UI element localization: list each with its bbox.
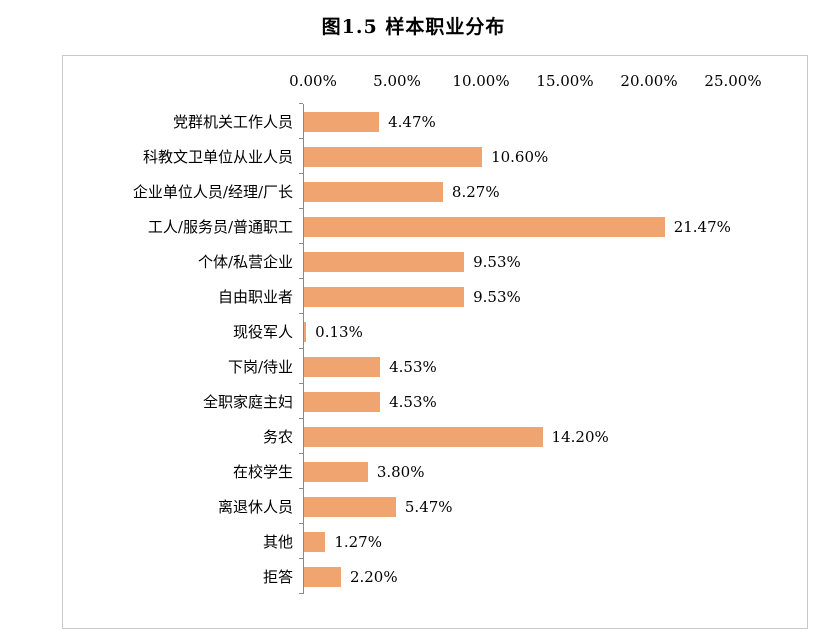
value-label: 4.53%	[389, 392, 437, 411]
bar	[304, 181, 443, 202]
value-label: 3.80%	[376, 462, 425, 481]
chart-container: 0.00% 5.00% 10.00% 15.00% 20.00% 25.00% 党群机关工…	[62, 55, 808, 629]
category-label: 科教文卫单位从业人员	[142, 148, 293, 166]
plot-area: 9.53%	[299, 278, 801, 314]
chart-row: 务农 14.20%	[63, 418, 801, 454]
value-label: 9.53%	[473, 252, 521, 271]
chart-row: 在校学生 3.80%	[63, 453, 801, 489]
chart-row: 全职家庭主妇 4.53%	[63, 383, 801, 419]
bar	[304, 321, 307, 342]
bar	[304, 461, 368, 482]
plot-area: 1.27%	[299, 523, 801, 559]
category-label: 个体/私营企业	[197, 253, 293, 271]
category-label: 全职家庭主妇	[202, 393, 293, 411]
category-label: 离退休人员	[217, 498, 293, 516]
value-label: 1.27%	[334, 532, 382, 551]
chart-row: 自由职业者 9.53%	[63, 278, 801, 314]
value-label: 8.27%	[451, 182, 500, 201]
x-axis-tick-label: 0.00%	[289, 72, 337, 90]
category-label: 党群机关工作人员	[172, 113, 293, 131]
bar	[304, 426, 543, 447]
chart-row: 企业单位人员/经理/厂长 8.27%	[63, 173, 801, 209]
plot-area: 14.20%	[299, 418, 801, 454]
x-axis-tick-label: 15.00%	[536, 72, 594, 90]
value-label: 9.53%	[473, 287, 521, 306]
plot-area: 21.47%	[299, 208, 801, 244]
value-label: 21.47%	[673, 217, 731, 236]
plot-area: 0.13%	[299, 313, 801, 349]
category-label: 务农	[262, 428, 293, 446]
category-label: 在校学生	[232, 463, 293, 481]
chart-title: 图1.5 样本职业分布	[321, 16, 506, 38]
x-axis-tick-label: 10.00%	[452, 72, 510, 90]
bar	[304, 146, 483, 167]
plot-area: 9.53%	[299, 243, 801, 279]
bar	[304, 391, 381, 412]
plot-area: 8.27%	[299, 173, 801, 209]
bar	[304, 251, 465, 272]
bar	[304, 286, 465, 307]
bar	[304, 111, 380, 132]
bar	[304, 566, 341, 587]
category-label: 工人/服务员/普通职工	[147, 218, 293, 236]
chart-row: 党群机关工作人员 4.47%	[63, 103, 801, 139]
bar	[304, 531, 326, 552]
plot-area: 4.53%	[299, 383, 801, 419]
chart-row: 拒答 2.20%	[63, 558, 801, 594]
x-axis-tick-label: 20.00%	[620, 72, 678, 90]
plot-area: 5.47%	[299, 488, 801, 524]
chart-row: 现役军人 0.13%	[63, 313, 801, 349]
x-axis-tick-label: 25.00%	[704, 72, 762, 90]
bar-rows: 党群机关工作人员 4.47% 科教文卫单位从业人员 10.60% 企业单位人员/经理/厂…	[63, 103, 801, 594]
plot-area: 10.60%	[299, 138, 801, 174]
chart-row: 下岗/待业 4.53%	[63, 348, 801, 384]
value-label: 4.47%	[388, 112, 436, 131]
plot-area: 4.47%	[299, 103, 801, 139]
chart-row: 工人/服务员/普通职工 21.47%	[63, 208, 801, 244]
x-axis: 0.00% 5.00% 10.00% 15.00% 20.00% 25.00%	[289, 72, 761, 92]
value-label: 0.13%	[315, 322, 363, 341]
value-label: 5.47%	[404, 497, 453, 516]
value-label: 2.20%	[349, 567, 398, 586]
value-label: 10.60%	[491, 147, 549, 166]
category-label: 自由职业者	[217, 288, 293, 306]
chart-row: 科教文卫单位从业人员 10.60%	[63, 138, 801, 174]
chart-row: 其他 1.27%	[63, 523, 801, 559]
bar	[304, 356, 381, 377]
category-label: 企业单位人员/经理/厂长	[132, 183, 293, 201]
plot-area: 3.80%	[299, 453, 801, 489]
chart-row: 个体/私营企业 9.53%	[63, 243, 801, 279]
plot-area: 4.53%	[299, 348, 801, 384]
value-label: 4.53%	[389, 357, 437, 376]
plot-area: 2.20%	[299, 558, 801, 594]
category-label: 拒答	[262, 568, 293, 586]
category-label: 现役军人	[232, 323, 293, 341]
x-axis-tick-label: 5.00%	[373, 72, 421, 90]
chart-row: 离退休人员 5.47%	[63, 488, 801, 524]
value-label: 14.20%	[551, 427, 609, 446]
category-label: 下岗/待业	[227, 358, 293, 376]
category-label: 其他	[262, 533, 293, 551]
bar	[304, 496, 396, 517]
bar	[304, 216, 665, 237]
